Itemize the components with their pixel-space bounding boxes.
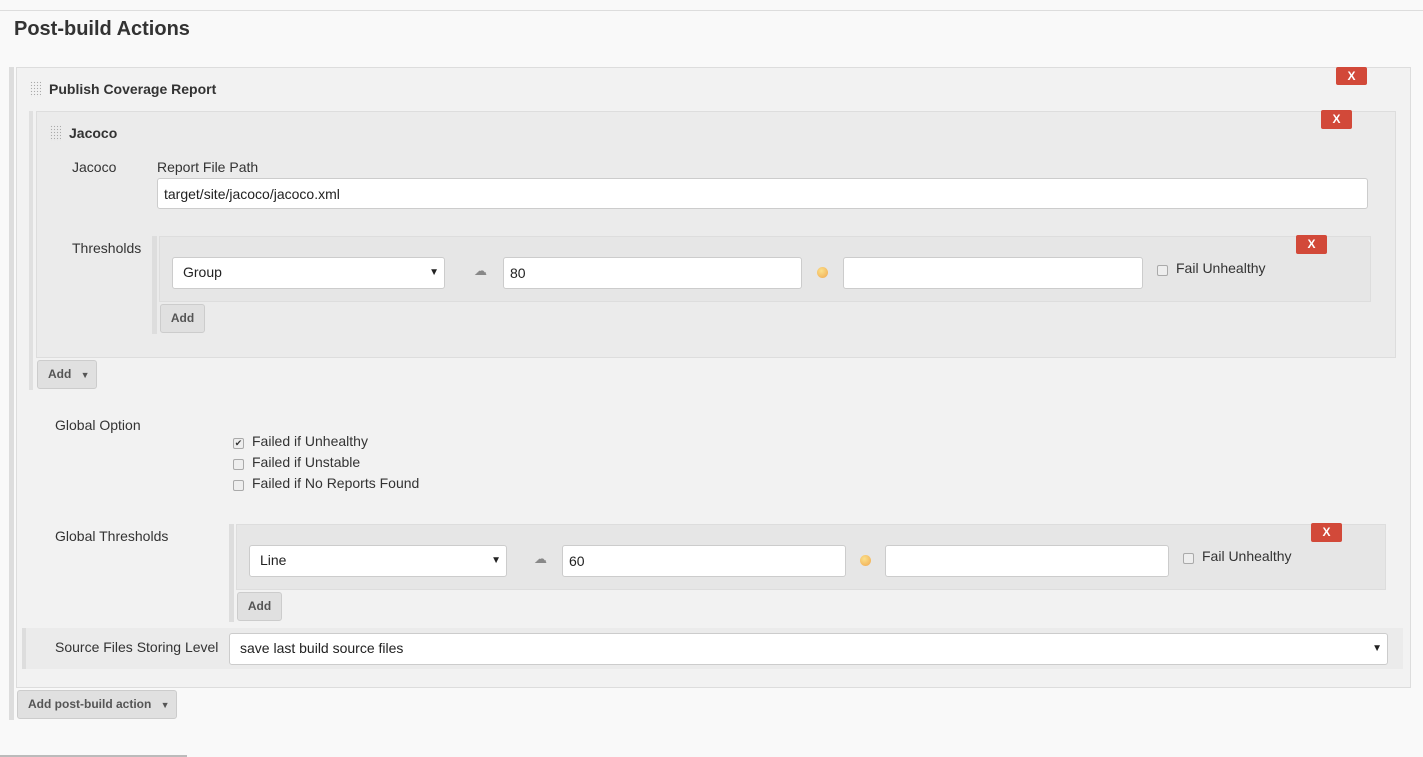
sun-icon: [817, 267, 828, 278]
global-unstable-input[interactable]: [885, 545, 1169, 577]
fail-unhealthy-label: Fail Unhealthy: [1202, 548, 1292, 564]
threshold-type-select[interactable]: Group ▼: [172, 257, 445, 289]
add-global-threshold-button[interactable]: Add: [237, 592, 282, 621]
add-post-build-action-dropdown[interactable]: Add post-build action ▼: [17, 690, 177, 719]
drag-bar[interactable]: [229, 524, 234, 622]
drag-handle-icon[interactable]: [50, 125, 61, 141]
storm-cloud-icon: ☁: [474, 263, 487, 278]
path-label: Report File Path: [157, 159, 259, 175]
page-title: Post-build Actions: [14, 18, 190, 40]
option-label: Failed if No Reports Found: [252, 475, 420, 491]
global-fail-unhealthy-checkbox[interactable]: [1183, 553, 1194, 564]
drag-bar[interactable]: [152, 236, 157, 334]
global-option-label: Global Option: [55, 417, 141, 433]
fail-unhealthy-checkbox[interactable]: [1157, 265, 1168, 276]
caret-down-icon: ▼: [80, 370, 90, 380]
section-title: Publish Coverage Report: [49, 81, 217, 97]
unhealthy-threshold-input[interactable]: [503, 257, 802, 289]
remove-threshold-button[interactable]: X: [1296, 235, 1327, 254]
button-label: Add: [48, 367, 72, 381]
divider: [0, 10, 1423, 11]
caret-down-icon: ▼: [160, 700, 170, 710]
button-label: Add post-build action: [28, 697, 152, 711]
unstable-threshold-input[interactable]: [843, 257, 1143, 289]
failed-if-unstable-checkbox[interactable]: [233, 459, 244, 470]
report-path-input[interactable]: [157, 178, 1368, 209]
caret-down-icon: ▼: [429, 267, 439, 278]
select-value: Line: [260, 552, 287, 568]
select-value: Group: [183, 264, 222, 280]
adapter-label: Jacoco: [72, 159, 117, 175]
option-label: Failed if Unhealthy: [252, 433, 368, 449]
global-unhealthy-input[interactable]: [562, 545, 846, 577]
fail-unhealthy-label: Fail Unhealthy: [1176, 260, 1266, 276]
caret-down-icon: ▼: [491, 555, 501, 566]
add-threshold-button[interactable]: Add: [160, 304, 205, 333]
global-thresholds-label: Global Thresholds: [55, 528, 169, 544]
source-level-label: Source Files Storing Level: [55, 639, 219, 655]
remove-global-threshold-button[interactable]: X: [1311, 523, 1342, 542]
caret-down-icon: ▼: [1372, 643, 1382, 654]
remove-adapter-button[interactable]: X: [1321, 110, 1352, 129]
select-value: save last build source files: [240, 640, 404, 656]
global-threshold-type-select[interactable]: Line ▼: [249, 545, 507, 577]
thresholds-label: Thresholds: [72, 240, 142, 256]
failed-if-no-reports-checkbox[interactable]: [233, 480, 244, 491]
remove-publisher-button[interactable]: X: [1336, 67, 1367, 85]
jacoco-adapter-box: [36, 111, 1396, 358]
failed-if-unhealthy-checkbox[interactable]: ✔: [233, 438, 244, 449]
sun-icon: [860, 555, 871, 566]
drag-bar[interactable]: [9, 67, 14, 720]
source-level-select[interactable]: save last build source files ▼: [229, 633, 1388, 665]
add-adapter-dropdown[interactable]: Add ▼: [37, 360, 97, 389]
option-label: Failed if Unstable: [252, 454, 361, 470]
divider: [0, 755, 187, 757]
drag-bar[interactable]: [29, 111, 33, 390]
drag-handle-icon[interactable]: [30, 81, 41, 97]
adapter-title: Jacoco: [69, 125, 118, 141]
storm-cloud-icon: ☁: [534, 551, 547, 566]
